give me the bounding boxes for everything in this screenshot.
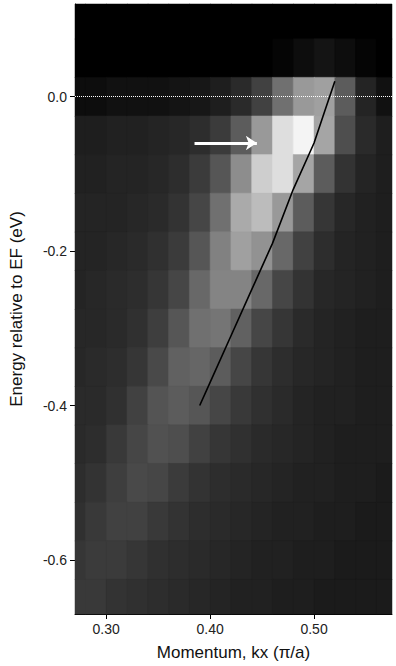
svg-text:0.50: 0.50 [300,621,327,637]
svg-text:-0.2: -0.2 [43,243,67,259]
svg-text:-0.6: -0.6 [43,552,67,568]
svg-text:Momentum, kx (π/a): Momentum, kx (π/a) [157,643,310,662]
svg-text:0.0: 0.0 [48,89,68,105]
svg-text:0.40: 0.40 [196,621,223,637]
svg-text:-0.4: -0.4 [43,398,67,414]
svg-text:Energy relative to EF (eV): Energy relative to EF (eV) [7,211,26,407]
svg-text:0.30: 0.30 [93,621,120,637]
